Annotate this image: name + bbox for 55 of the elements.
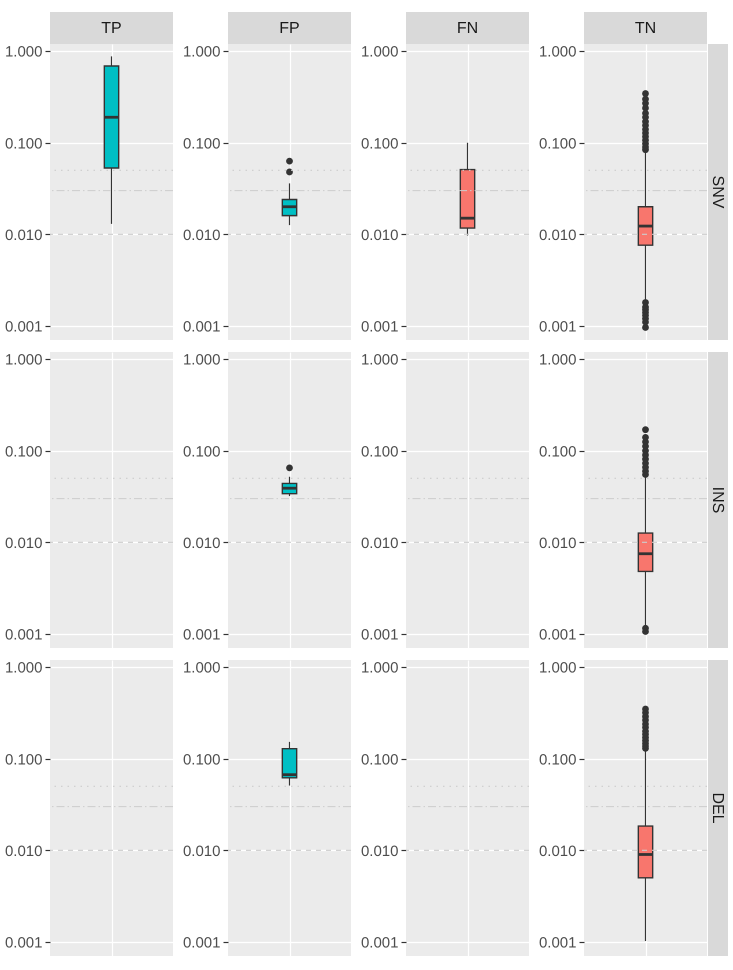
y-tick-label: 0.100: [4, 135, 42, 152]
y-tick-label: 1.000: [182, 660, 220, 677]
y-tick-label: 0.100: [360, 751, 398, 768]
y-tick-label: 0.100: [182, 443, 220, 460]
y-tick-label: 1.000: [360, 660, 398, 677]
y-tick-label: 0.100: [538, 135, 576, 152]
y-tick-label: 0.001: [360, 318, 398, 336]
y-tick-label: 0.001: [4, 318, 42, 336]
y-tick-label: 0.100: [182, 751, 220, 768]
y-tick-label: 0.100: [538, 751, 576, 768]
y-tick-label: 0.010: [182, 842, 220, 860]
y-tick-label: 0.010: [4, 226, 42, 244]
y-tick-label: 0.010: [538, 842, 576, 860]
y-tick-label: 0.001: [182, 934, 220, 952]
y-tick-label: 1.000: [182, 44, 220, 61]
y-tick-label: 0.010: [360, 226, 398, 244]
y-tick-label: 0.010: [182, 226, 220, 244]
y-tick-label: 1.000: [360, 352, 398, 369]
y-tick-label: 1.000: [538, 352, 576, 369]
y-tick-label: 0.100: [360, 443, 398, 460]
y2-axis-title: DEL: [709, 792, 726, 824]
y-tick-label: 0.010: [538, 534, 576, 552]
y-tick-label: 0.100: [4, 751, 42, 768]
y-tick-label: 0.001: [182, 626, 220, 644]
y2-axis-title: INS: [709, 486, 726, 514]
chart-title: FP: [279, 20, 300, 37]
y-tick-label: 0.001: [538, 318, 576, 336]
y-tick-label: 0.001: [4, 934, 42, 952]
y-tick-label: 1.000: [360, 44, 398, 61]
y-tick-label: 0.010: [538, 226, 576, 244]
chart-title: TP: [101, 20, 122, 37]
y-tick-label: 0.100: [538, 443, 576, 460]
y-tick-label: 0.001: [538, 934, 576, 952]
y-tick-label: 0.001: [360, 626, 398, 644]
y-tick-label: 0.100: [360, 135, 398, 152]
chart-title: TN: [634, 20, 656, 37]
y-tick-label: 0.001: [182, 318, 220, 336]
y-tick-label: 1.000: [4, 352, 42, 369]
y-tick-label: 1.000: [182, 352, 220, 369]
y-tick-label: 0.001: [360, 934, 398, 952]
y-tick-label: 0.010: [360, 842, 398, 860]
y-tick-label: 0.001: [4, 626, 42, 644]
y-tick-label: 0.100: [4, 443, 42, 460]
y-tick-label: 0.001: [538, 626, 576, 644]
y-tick-label: 0.010: [182, 534, 220, 552]
y-tick-label: 0.010: [4, 842, 42, 860]
y-tick-label: 1.000: [4, 44, 42, 61]
y2-axis-title: SNV: [709, 176, 726, 209]
y-tick-label: 1.000: [4, 660, 42, 677]
y-tick-label: 0.100: [182, 135, 220, 152]
y-tick-label: 0.010: [360, 534, 398, 552]
chart-title: FN: [456, 20, 478, 37]
y-tick-label: 1.000: [538, 660, 576, 677]
y-tick-label: 1.000: [538, 44, 576, 61]
y-tick-label: 0.010: [4, 534, 42, 552]
